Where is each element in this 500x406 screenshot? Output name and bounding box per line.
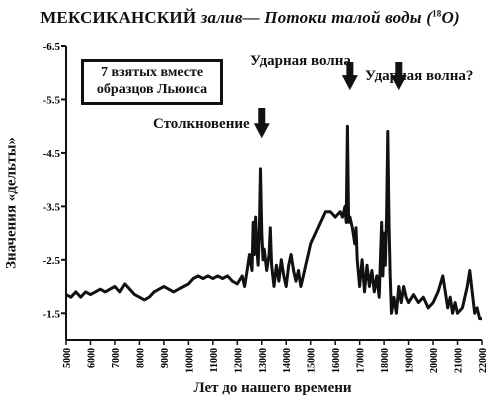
x-tick-label: 22000 xyxy=(478,348,489,373)
annotation-arrow-head xyxy=(253,123,270,139)
x-tick-label: 7000 xyxy=(111,348,122,368)
x-tick-label: 13000 xyxy=(258,348,269,373)
y-tick-label: -4.5 xyxy=(43,148,61,160)
x-tick-label: 8000 xyxy=(135,348,146,368)
chart-axes xyxy=(65,46,482,341)
legend-line-1: 7 взятых вместе xyxy=(100,65,204,80)
annotation-arrow-head xyxy=(390,75,407,91)
x-tick-label: 6000 xyxy=(86,348,97,368)
y-tick-label: -5.5 xyxy=(43,94,61,106)
title-rest: залив— Потоки талой воды ( xyxy=(200,8,433,27)
chart-title: МЕКСИКАНСКИЙ залив— Потоки талой воды (1… xyxy=(0,8,500,28)
y-tick-label: -6.5 xyxy=(43,41,61,53)
annotation-arrow-shaft xyxy=(395,62,403,77)
chart-arrows xyxy=(253,62,407,139)
x-tick-label: 20000 xyxy=(429,348,440,373)
x-tick-label: 5000 xyxy=(62,348,73,368)
legend-box: 7 взятых вместе образцов Льюиса xyxy=(81,59,223,105)
y-tick-label: -2.5 xyxy=(43,255,61,267)
y-tick-label: -1.5 xyxy=(43,308,61,320)
legend-line-2: образцов Льюиса xyxy=(96,82,208,97)
annotation-arrow-shaft xyxy=(346,62,354,77)
chart-ticks: -6.5 -5.5 -4.5 -3.5 -2.5 -1.5 5000 6000 7000 8000… xyxy=(43,41,489,373)
series-line xyxy=(65,124,482,321)
annotation-arrow-head xyxy=(341,75,358,91)
x-axis-label: Лет до нашего времени xyxy=(193,380,352,396)
y-axis-label: Значения «дельты» xyxy=(3,137,20,269)
x-tick-label: 21000 xyxy=(454,348,465,373)
title-sup: 18 xyxy=(432,8,442,19)
annotation-shockwave: Ударная волна xyxy=(250,53,351,69)
annotation-arrow-shaft xyxy=(258,108,266,125)
x-tick-label: 11000 xyxy=(209,348,220,372)
y-tick-label: -3.5 xyxy=(43,201,61,213)
x-tick-label: 9000 xyxy=(160,348,171,368)
x-tick-label: 16000 xyxy=(331,348,342,373)
x-tick-label: 18000 xyxy=(380,348,391,373)
annotation-shockwave-question: Ударная волна? xyxy=(365,68,474,84)
x-tick-label: 14000 xyxy=(282,348,293,373)
x-tick-label: 19000 xyxy=(405,348,416,373)
x-tick-label: 10000 xyxy=(184,348,195,373)
x-tick-label: 17000 xyxy=(356,348,367,373)
title-end: O) xyxy=(441,8,460,27)
x-tick-label: 15000 xyxy=(307,348,318,373)
x-tick-label: 12000 xyxy=(233,348,244,373)
annotation-collision: Столкновение xyxy=(153,116,250,132)
title-main: МЕКСИКАНСКИЙ xyxy=(40,8,197,27)
chart-series xyxy=(65,124,482,321)
y-axis-label-wrap: Значения «дельты» xyxy=(2,108,22,298)
